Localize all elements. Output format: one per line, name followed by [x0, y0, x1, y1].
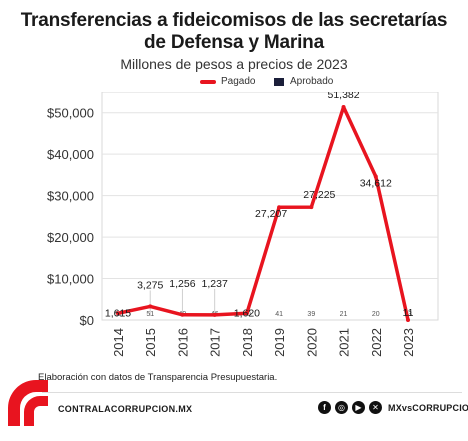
- y-tick-label: $20,000: [47, 230, 94, 245]
- pagado-data-label: 27,207: [255, 208, 287, 220]
- data-point-pagado: [244, 311, 249, 316]
- pagado-data-label: 11: [403, 307, 414, 319]
- legend-swatch-pagado: [200, 79, 216, 84]
- data-point-pagado: [309, 205, 314, 210]
- social-links: f ◎ ▶ ✕ MXvsCORRUPCION: [318, 401, 468, 414]
- aprobado-data-label: 41: [275, 311, 283, 318]
- pagado-data-label: 27,225: [303, 189, 335, 201]
- aprobado-data-label: 20: [372, 311, 380, 318]
- y-tick-label: $30,000: [47, 189, 94, 204]
- data-point-pagado: [116, 311, 120, 316]
- x-tick-label: 2022: [369, 328, 384, 357]
- aprobado-data-label: 21: [340, 311, 348, 318]
- data-point-pagado: [277, 205, 282, 210]
- x-tick-label: 2018: [240, 328, 255, 357]
- pagado-data-label: 1,620: [234, 307, 260, 319]
- data-point-pagado: [180, 312, 185, 317]
- chart-title-line-1: Transferencias a fideicomisos de las sec…: [20, 10, 448, 31]
- facebook-icon[interactable]: f: [318, 401, 331, 414]
- footer-divider: [42, 392, 462, 393]
- x-tick-label: 2021: [337, 328, 352, 357]
- chart-title: Transferencias a fideicomisos de las sec…: [0, 10, 468, 54]
- pagado-data-label: 1,615: [105, 307, 131, 319]
- data-point-pagado: [212, 312, 217, 317]
- data-point-pagado: [406, 317, 410, 322]
- logo-icon: [8, 380, 48, 426]
- pagado-data-label: 3,275: [137, 279, 163, 291]
- youtube-icon[interactable]: ▶: [352, 401, 365, 414]
- legend-swatch-aprobado: [274, 77, 284, 86]
- pagado-data-label: 51,382: [327, 92, 359, 101]
- pagado-data-label: 34,612: [360, 178, 392, 190]
- x-icon[interactable]: ✕: [369, 401, 382, 414]
- x-tick-label: 2015: [143, 328, 158, 357]
- pagado-data-label: 1,237: [202, 278, 228, 290]
- x-tick-label: 2023: [401, 328, 416, 357]
- source-note: Elaboración con datos de Transparencia P…: [38, 372, 278, 383]
- instagram-icon[interactable]: ◎: [335, 401, 348, 414]
- site-url[interactable]: CONTRALACORRUPCION.MX: [58, 404, 193, 414]
- series-line-pagado: [116, 105, 410, 322]
- chart-legend: Pagado Aprobado: [0, 76, 468, 90]
- x-tick-label: 2014: [111, 328, 126, 357]
- social-handle[interactable]: MXvsCORRUPCION: [388, 402, 468, 413]
- data-point-pagado: [341, 104, 346, 109]
- data-point-pagado: [373, 174, 378, 179]
- data-point-pagado: [148, 304, 153, 309]
- pagado-data-label: 1,256: [169, 278, 195, 290]
- x-tick-label: 2016: [175, 328, 190, 357]
- x-tick-label: 2017: [208, 328, 223, 357]
- legend-item-aprobado: Aprobado: [274, 76, 333, 87]
- aprobado-data-label: 39: [307, 311, 315, 318]
- y-tick-label: $0: [80, 313, 94, 328]
- legend-label-aprobado: Aprobado: [290, 76, 334, 87]
- x-tick-label: 2020: [304, 328, 319, 357]
- y-tick-label: $40,000: [47, 147, 94, 162]
- x-tick-label: 2019: [272, 328, 287, 357]
- legend-label-pagado: Pagado: [221, 76, 256, 87]
- y-tick-label: $50,000: [47, 106, 94, 121]
- y-tick-label: $10,000: [47, 272, 94, 287]
- chart-title-line-2: de Defensa y Marina: [144, 32, 324, 53]
- line-chart: $0$10,000$20,000$30,000$40,000$50,000201…: [47, 92, 439, 357]
- chart-subtitle: Millones de pesos a precios de 2023: [120, 56, 348, 72]
- aprobado-data-label: 51: [146, 311, 154, 318]
- legend-item-pagado: Pagado: [200, 76, 255, 87]
